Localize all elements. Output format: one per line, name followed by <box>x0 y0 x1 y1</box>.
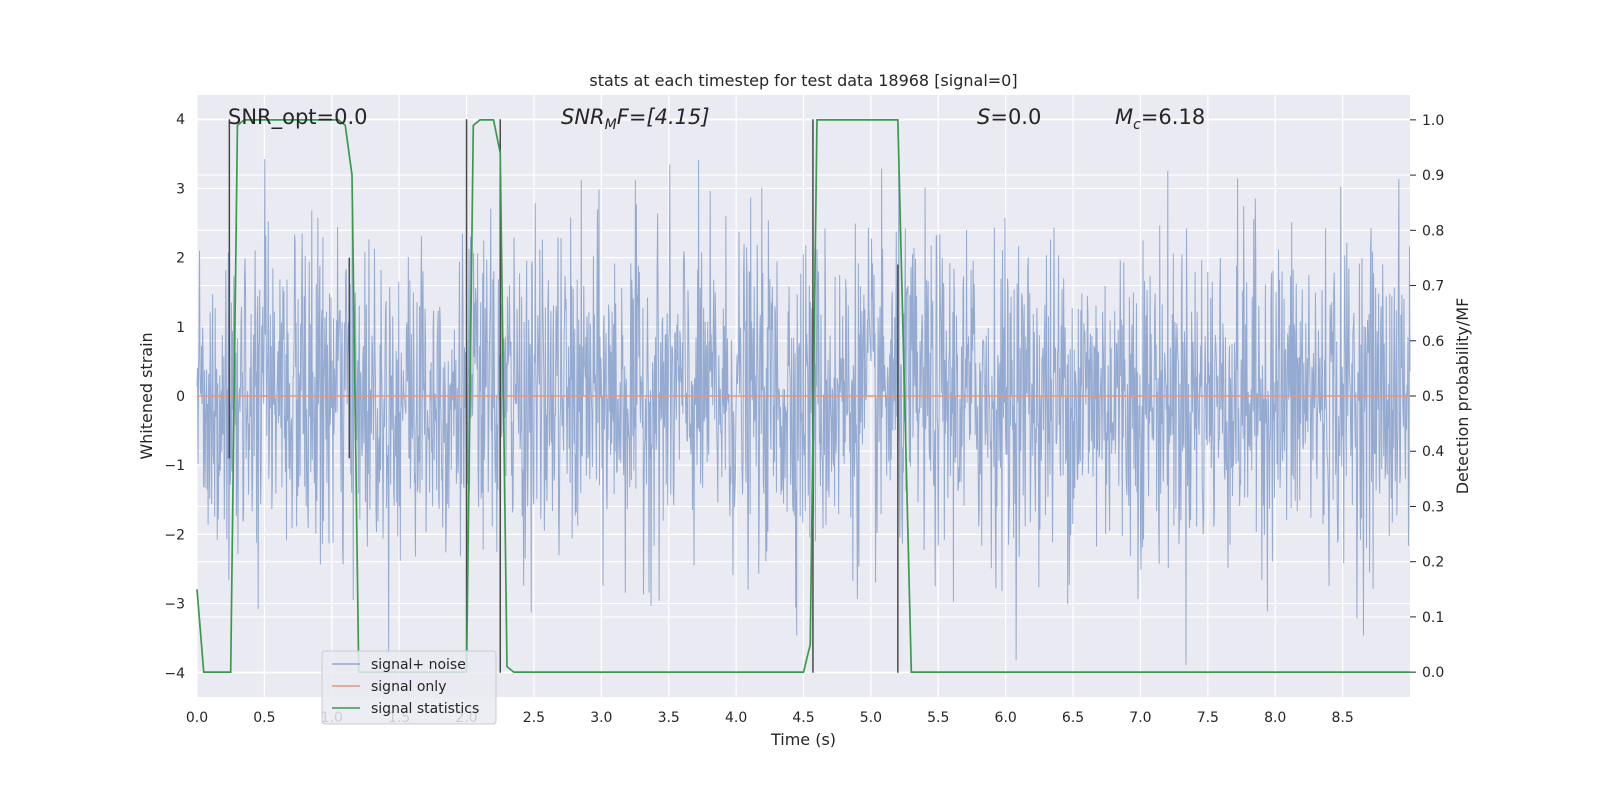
x-tick-label: 7.5 <box>1197 710 1219 726</box>
annotation-mc-sub: c <box>1133 117 1141 133</box>
annotation-snr-mf-sub: M <box>605 117 617 133</box>
y-right-tick-label: 0.7 <box>1422 279 1444 295</box>
legend-label-signal-only: signal only <box>371 679 446 695</box>
series-signal-noise <box>196 159 1411 666</box>
x-tick-label: 0.0 <box>186 710 208 726</box>
signal-statistics-line <box>196 119 1410 673</box>
x-tick-label: 8.0 <box>1264 710 1286 726</box>
annotation-snr-opt: SNR_opt=0.0 <box>228 105 368 130</box>
y-left-tick-label: 3 <box>176 181 185 197</box>
annotation-mc: Mc=6.18 <box>1115 105 1205 133</box>
x-axis-label: Time (s) <box>770 730 836 749</box>
y-right-tick-label: 1.0 <box>1422 113 1444 129</box>
annotation-s-main: S <box>977 105 990 129</box>
y-right-tick-label: 0.4 <box>1422 444 1444 460</box>
annotation-snr-mf-tail: F=[4.15] <box>617 105 710 129</box>
x-tick-label: 2.5 <box>523 710 545 726</box>
annotation-s-tail: =0.0 <box>990 105 1041 129</box>
noise-trace <box>196 159 1411 666</box>
y-right-tick-label: 0.2 <box>1422 555 1444 571</box>
axis-ticks: 0.00.51.01.52.02.53.03.54.04.55.05.56.06… <box>164 112 1444 726</box>
y-right-tick-label: 0.5 <box>1422 389 1444 405</box>
y-right-tick-label: 0.1 <box>1422 610 1444 626</box>
annotation-mc-tail: =6.18 <box>1141 105 1205 129</box>
x-tick-label: 4.0 <box>725 710 747 726</box>
annotation-snr-mf: SNRMF=[4.15] <box>561 105 710 133</box>
y-axis-label-left: Whitened strain <box>137 332 156 459</box>
series-lines <box>196 119 1410 673</box>
y-left-tick-label: −4 <box>164 666 185 682</box>
legend-box <box>321 650 497 725</box>
legend: signal+ noise signal only signal statist… <box>321 650 497 725</box>
y-right-tick-label: 0.0 <box>1422 665 1444 681</box>
y-left-tick-label: −2 <box>164 527 185 543</box>
y-right-tick-label: 0.9 <box>1422 168 1444 184</box>
x-tick-label: 0.5 <box>253 710 275 726</box>
y-right-tick-label: 0.8 <box>1422 223 1444 239</box>
chart-title: stats at each timestep for test data 189… <box>589 71 1017 90</box>
y-left-tick-label: −1 <box>164 458 185 474</box>
annotation-mc-main: M <box>1115 105 1133 129</box>
x-tick-label: 8.5 <box>1331 710 1353 726</box>
x-tick-label: 5.5 <box>927 710 949 726</box>
x-tick-label: 4.5 <box>792 710 814 726</box>
x-tick-label: 7.0 <box>1129 710 1151 726</box>
x-tick-label: 6.5 <box>1062 710 1084 726</box>
x-tick-label: 6.0 <box>995 710 1017 726</box>
legend-label-signal-noise: signal+ noise <box>371 657 466 673</box>
annotation-snr-mf-main: SNR <box>561 105 605 129</box>
y-right-tick-label: 0.3 <box>1422 499 1444 515</box>
y-left-tick-label: 2 <box>176 251 185 267</box>
x-tick-label: 5.0 <box>860 710 882 726</box>
y-left-tick-label: 0 <box>176 389 185 405</box>
y-left-tick-label: −3 <box>164 597 185 613</box>
y-axis-label-right: Detection probability/MF <box>1453 298 1472 495</box>
y-left-tick-label: 1 <box>176 320 185 336</box>
x-tick-label: 3.0 <box>590 710 612 726</box>
x-tick-label: 3.5 <box>658 710 680 726</box>
legend-label-signal-statistics: signal statistics <box>371 701 479 717</box>
annotation-s: S=0.0 <box>977 105 1041 129</box>
y-right-tick-label: 0.6 <box>1422 334 1444 350</box>
y-left-tick-label: 4 <box>176 112 185 128</box>
